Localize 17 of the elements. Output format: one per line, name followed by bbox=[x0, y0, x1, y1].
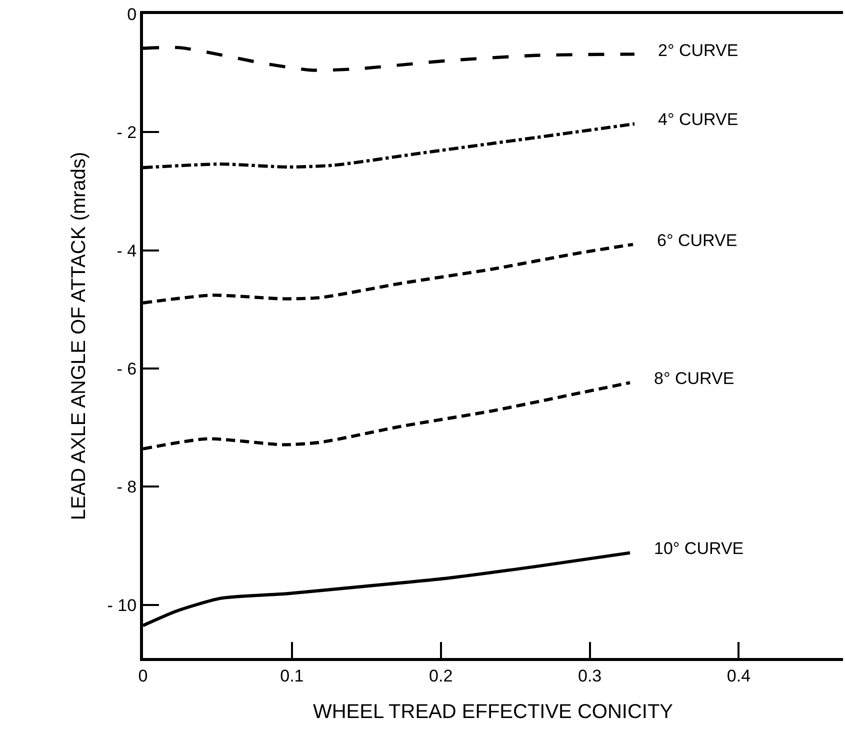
y-axis-title: LEAD AXLE ANGLE OF ATTACK (mrads) bbox=[68, 152, 90, 520]
y-tick-label: - 6 bbox=[112, 359, 137, 378]
x-tick-label: 0.3 bbox=[578, 666, 602, 686]
x-tick-label: 0.2 bbox=[429, 666, 453, 686]
y-tick-label: - 8 bbox=[112, 478, 137, 497]
y-tick-label: - 4 bbox=[112, 241, 137, 260]
x-tick-label: 0.4 bbox=[726, 666, 751, 686]
series-label: 6° CURVE bbox=[657, 231, 738, 250]
series-label: 4° CURVE bbox=[658, 110, 738, 129]
series-label: 8° CURVE bbox=[654, 369, 734, 388]
y-tick-label: 0 bbox=[127, 4, 137, 24]
x-tick-label: 0.1 bbox=[280, 666, 304, 686]
y-tick-label: - 10 bbox=[102, 596, 137, 615]
series-label: 10° CURVE bbox=[654, 539, 744, 558]
series-label: 2° CURVE bbox=[658, 41, 738, 60]
x-axis-title: WHEEL TREAD EFFECTIVE CONICITY bbox=[312, 700, 674, 723]
y-tick-label: - 2 bbox=[112, 123, 137, 142]
